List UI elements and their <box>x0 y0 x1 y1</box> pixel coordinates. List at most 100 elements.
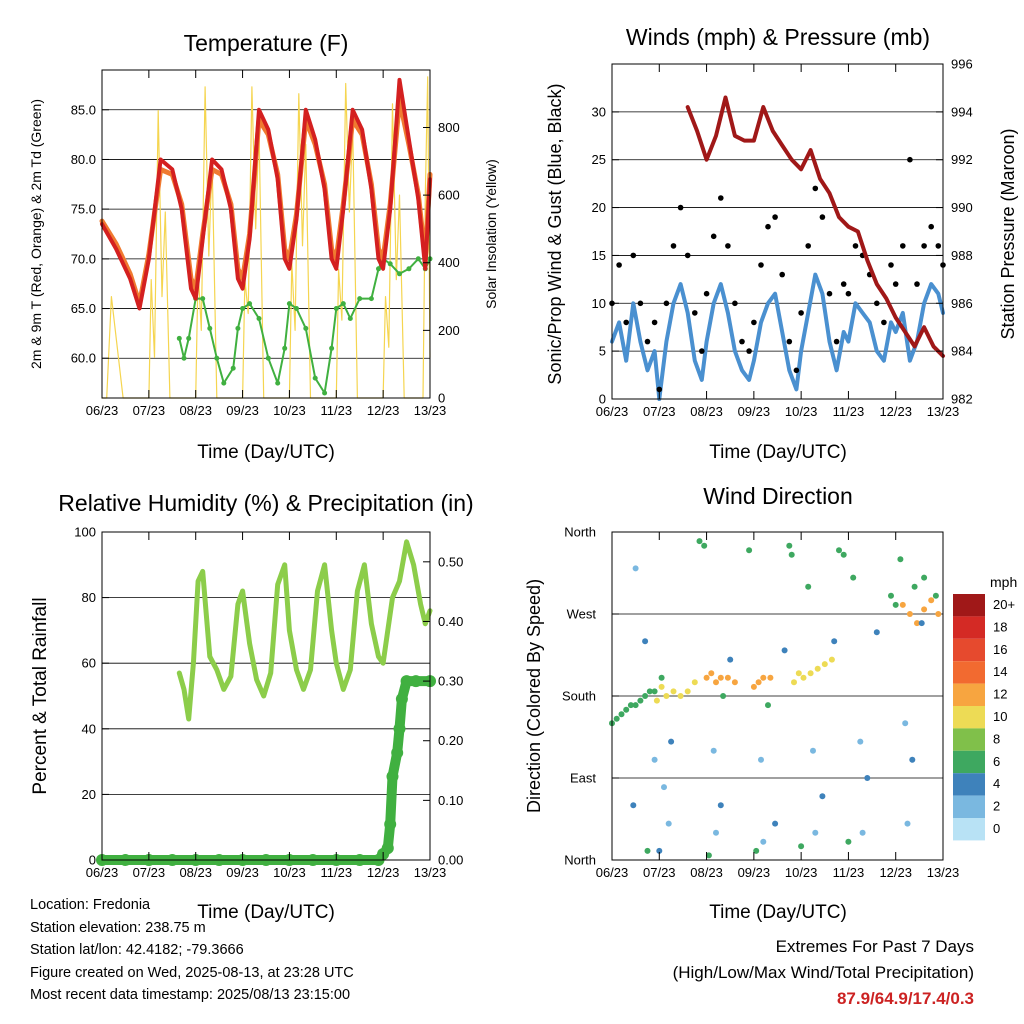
y-tick-label: 5 <box>599 344 606 359</box>
x-tick-label: 12/23 <box>879 865 912 880</box>
dewpoint-point <box>275 380 281 386</box>
gust-point <box>718 195 724 201</box>
direction-point <box>642 638 649 645</box>
dewpoint-point <box>329 345 335 351</box>
y-tick-label-right: 0.00 <box>438 853 463 868</box>
temperature-frame <box>101 69 431 399</box>
x-tick-label: 10/23 <box>273 403 306 418</box>
temperature-y-label-right: Solar Insolation (Yellow) <box>483 159 499 309</box>
dewpoint-point <box>303 325 309 331</box>
direction-point <box>632 565 639 572</box>
direction-point <box>727 656 734 663</box>
legend-label: 0 <box>993 821 1000 836</box>
direction-point <box>760 838 767 845</box>
dewpoint-point <box>214 355 220 361</box>
gust-point <box>921 243 927 249</box>
gust-point <box>819 214 826 220</box>
dewpoint-point <box>240 306 246 311</box>
direction-point <box>710 747 717 754</box>
direction-point <box>821 661 828 668</box>
gust-point <box>746 348 752 354</box>
total-precip-point <box>391 746 404 759</box>
y-tick-label: North <box>564 525 596 540</box>
x-tick-label: 09/23 <box>738 404 771 419</box>
gust-point <box>630 252 637 259</box>
gust-point <box>928 223 934 230</box>
direction-point <box>791 679 797 686</box>
humidity-x-label: Time (Day/UTC) <box>197 902 335 923</box>
y-tick-label: North <box>564 853 596 868</box>
x-tick-label: 07/23 <box>133 865 166 880</box>
direction-y-ticks: North East South West North <box>562 525 619 868</box>
gust-point <box>651 319 658 326</box>
relative-humidity-line <box>176 539 433 722</box>
y-tick-label: 85.0 <box>71 102 96 117</box>
y-tick-label-right: 400 <box>438 255 460 270</box>
x-tick-label: 08/23 <box>179 403 212 418</box>
direction-point <box>765 702 771 709</box>
direction-point <box>658 674 665 681</box>
direction-x-label: Time (Day/UTC) <box>709 902 847 923</box>
legend-label: 4 <box>993 776 1000 791</box>
legend-label: 18 <box>993 619 1007 634</box>
extremes-heading: Extremes For Past 7 Days <box>775 937 974 956</box>
direction-point <box>812 829 819 836</box>
direction-series <box>609 538 942 859</box>
temp-9m-line <box>99 97 433 307</box>
y-tick-label-right: 982 <box>951 392 973 407</box>
pressure-line <box>685 95 945 358</box>
station-location: Location: Fredonia <box>30 897 151 913</box>
gust-point <box>699 348 705 354</box>
dewpoint-point <box>333 306 339 311</box>
x-tick-label: 10/23 <box>785 404 818 419</box>
gust-point <box>888 262 894 268</box>
direction-x-ticks: 06/23 07/23 08/23 09/23 10/23 11/23 12/23 13/23 <box>596 532 959 880</box>
dewpoint-point <box>294 306 299 311</box>
direction-point <box>909 756 916 763</box>
direction-point <box>750 683 757 690</box>
direction-point <box>902 720 909 727</box>
direction-point <box>800 674 807 681</box>
y-tick-label-right: 0 <box>438 391 445 406</box>
dewpoint-point <box>221 380 227 386</box>
dewpoint-point <box>286 301 292 307</box>
legend-label: 10 <box>993 709 1007 724</box>
direction-point <box>632 702 639 709</box>
y-tick-label-right: 0.20 <box>438 733 463 748</box>
x-tick-label: 10/23 <box>785 865 818 880</box>
direction-point <box>753 847 760 854</box>
dewpoint-point <box>186 335 192 341</box>
temperature-panel: Temperature (F) 60.0 65.0 70.0 75.0 80.0 85.0… <box>28 30 499 463</box>
y-tick-label: 65.0 <box>71 301 96 316</box>
direction-point <box>746 547 753 554</box>
direction-point <box>705 852 712 859</box>
x-tick-label: 08/23 <box>690 404 723 419</box>
extremes-subheading: (High/Low/Max Wind/Total Precipitation) <box>672 963 974 982</box>
legend-label: 12 <box>993 687 1007 702</box>
gust-point <box>786 338 793 345</box>
gust-point <box>833 338 840 345</box>
dewpoint-point <box>406 266 412 272</box>
direction-point <box>932 592 939 599</box>
legend-swatch <box>953 616 985 639</box>
direction-point <box>781 647 788 654</box>
figure-created: Figure created on Wed, 2025-08-13, at 23… <box>30 964 354 981</box>
direction-point <box>888 592 894 599</box>
y-tick-label: 15 <box>592 248 606 263</box>
gust-point <box>793 367 800 374</box>
y-tick-label-right: 200 <box>438 323 460 338</box>
x-tick-label: 07/23 <box>643 865 676 880</box>
dewpoint-point <box>235 325 241 331</box>
total-precip-point <box>395 693 408 705</box>
legend-swatch <box>953 683 985 706</box>
direction-point <box>810 747 816 754</box>
x-tick-label: 13/23 <box>927 404 960 419</box>
winds-y-ticks: 0 5 10 15 20 25 30 <box>592 104 619 407</box>
direction-point <box>713 829 719 836</box>
direction-point <box>760 674 767 681</box>
total-precip-point <box>409 675 422 688</box>
direction-point <box>914 620 920 627</box>
y-tick-label-right: 996 <box>951 57 973 72</box>
total-precip-point <box>384 818 397 831</box>
direction-point <box>928 597 935 604</box>
